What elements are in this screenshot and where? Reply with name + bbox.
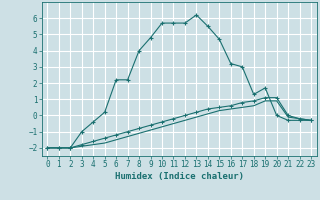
X-axis label: Humidex (Indice chaleur): Humidex (Indice chaleur) — [115, 172, 244, 181]
